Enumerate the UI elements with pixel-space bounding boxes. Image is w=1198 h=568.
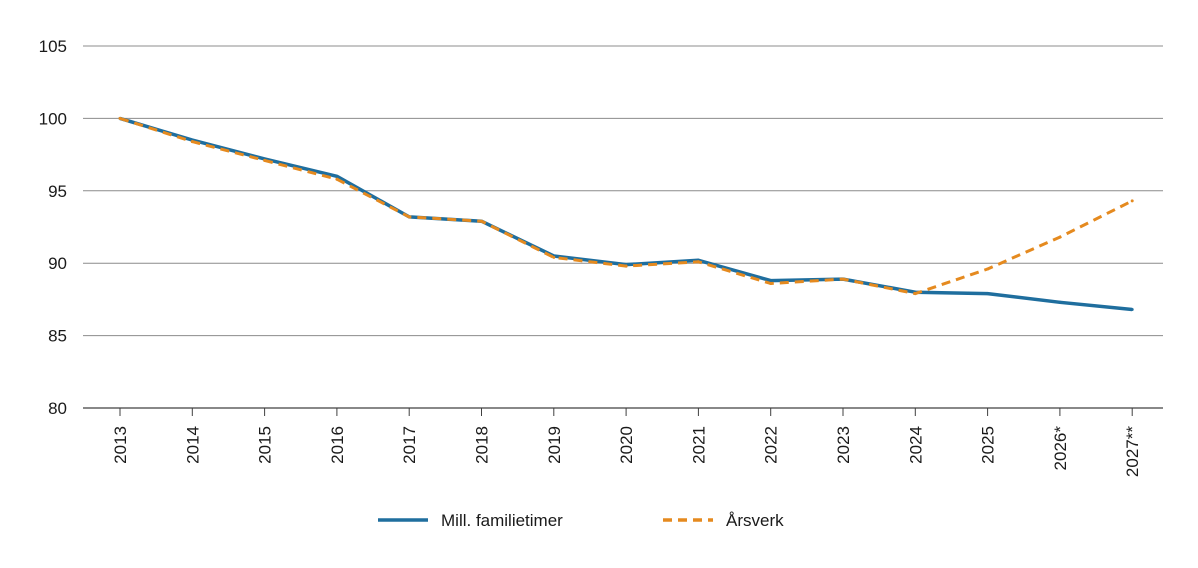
- x-tick-label: 2019: [545, 426, 564, 464]
- y-tick-label: 95: [48, 182, 67, 201]
- x-tick-label: 2014: [183, 426, 202, 464]
- data-point: [335, 177, 339, 181]
- y-tick-label: 80: [48, 399, 67, 418]
- series-line: [119, 116, 1133, 312]
- grid-lines: [83, 45, 1163, 409]
- x-tick-label: 2018: [473, 426, 492, 464]
- series-1: [118, 116, 1134, 312]
- y-tick-label: 105: [39, 37, 67, 56]
- x-tick-label: 2021: [689, 426, 708, 464]
- x-axis-ticks: 2013 2014 2015 2016 2017 2018 2019 2020 2021 2022…: [111, 408, 1142, 477]
- data-point: [190, 140, 194, 144]
- data-point: [1130, 199, 1134, 203]
- data-point: [841, 277, 845, 281]
- data-point: [335, 174, 339, 178]
- data-point: [1058, 300, 1062, 304]
- legend-label: Årsverk: [726, 511, 784, 530]
- x-tick-label: 2013: [111, 426, 130, 464]
- legend: Mill. familietimer Årsverk: [378, 511, 784, 530]
- data-point: [696, 260, 700, 264]
- x-tick-label: 2027**: [1123, 426, 1142, 477]
- data-point: [913, 292, 917, 296]
- legend-label: Mill. familietimer: [441, 511, 563, 530]
- y-tick-label: 90: [48, 254, 67, 273]
- x-tick-label: 2017: [400, 426, 419, 464]
- series-lines: [118, 116, 1134, 312]
- x-tick-label: 2020: [617, 426, 636, 464]
- x-tick-label: 2022: [762, 426, 781, 464]
- x-tick-label: 2025: [979, 426, 998, 464]
- data-point: [1058, 235, 1062, 239]
- data-point: [480, 219, 483, 223]
- data-point: [986, 267, 990, 271]
- data-point: [624, 264, 628, 268]
- series-2: [118, 116, 1134, 296]
- data-point: [118, 116, 122, 120]
- x-tick-label: 2015: [256, 426, 275, 464]
- data-point: [407, 215, 411, 219]
- data-point: [1130, 308, 1134, 312]
- y-tick-label: 100: [39, 109, 67, 128]
- data-point: [986, 292, 990, 296]
- data-point: [769, 279, 773, 283]
- x-tick-label: 2023: [834, 426, 853, 464]
- data-point: [769, 281, 773, 285]
- data-point: [263, 158, 267, 162]
- y-tick-label: 85: [48, 327, 67, 346]
- x-tick-label: 2026*: [1051, 426, 1070, 471]
- y-axis-ticks: 80 85 90 95 100 105: [39, 37, 67, 418]
- data-point: [552, 255, 556, 259]
- x-tick-label: 2024: [906, 426, 925, 464]
- x-tick-label: 2016: [328, 426, 347, 464]
